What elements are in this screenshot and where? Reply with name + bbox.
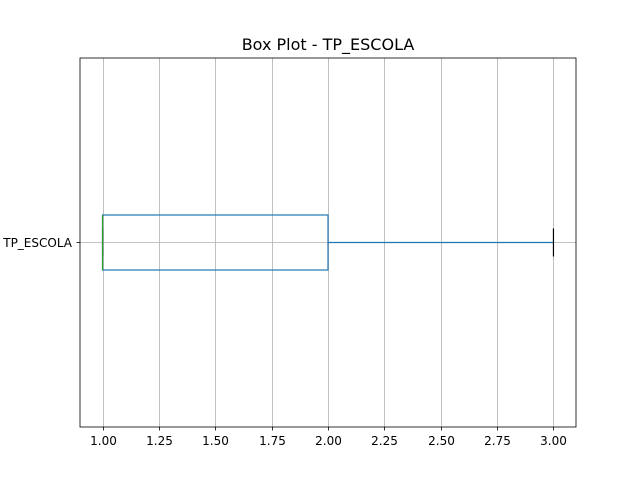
x-tick-label: 1.25 [146, 434, 173, 448]
x-tick-label: 1.00 [90, 434, 117, 448]
x-axis: 1.00 1.25 1.50 1.75 2.00 2.25 2.50 2.75 3.00 [90, 427, 567, 448]
x-tick-label: 2.00 [315, 434, 342, 448]
x-tick-label: 1.75 [259, 434, 286, 448]
y-axis: TP_ESCOLA [2, 236, 80, 250]
x-tick-label: 1.50 [202, 434, 229, 448]
y-tick-label: TP_ESCOLA [2, 236, 73, 250]
x-tick-label: 2.75 [484, 434, 511, 448]
x-tick-label: 2.25 [371, 434, 398, 448]
x-tick-label: 3.00 [540, 434, 567, 448]
plot-marks [101, 214, 555, 271]
chart-title: Box Plot - TP_ESCOLA [242, 35, 415, 55]
x-tick-label: 2.50 [428, 434, 455, 448]
